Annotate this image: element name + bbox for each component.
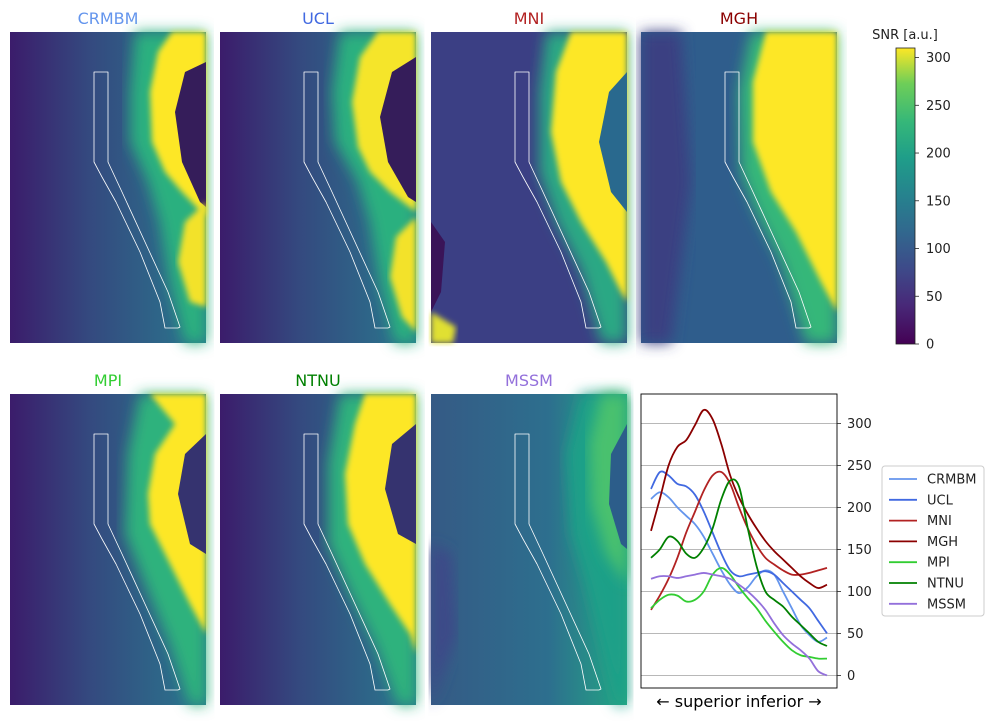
legend: CRMBM UCL MNI MGH MPI NTNU MSSM <box>881 465 985 617</box>
panel-title-ucl: UCL <box>302 9 334 28</box>
panel-mgh: MGH <box>641 9 837 343</box>
panel-title-crmbm: CRMBM <box>78 9 139 28</box>
panel-ntnu: NTNU <box>220 371 416 705</box>
chart-y-ticks: 0 50 100 150 200 250 300 <box>837 417 872 684</box>
panel-title-mgh: MGH <box>720 9 758 28</box>
panel-mssm: MSSM <box>431 371 627 705</box>
legend-label: MNI <box>927 514 952 529</box>
colorbar-tick-label: 200 <box>926 147 951 162</box>
y-tick-label: 200 <box>847 501 872 516</box>
colorbar-tick-label: 150 <box>926 194 951 209</box>
legend-label: CRMBM <box>927 473 976 488</box>
colorbar-label: SNR [a.u.] <box>872 28 938 43</box>
series-line-mgh <box>650 408 828 589</box>
legend-label: MSSM <box>927 597 966 612</box>
line-chart: 0 50 100 150 200 250 300 ← superior inferior → <box>640 393 872 711</box>
y-tick-label: 100 <box>847 585 872 600</box>
y-tick-label: 50 <box>847 627 864 642</box>
chart-frame <box>640 393 838 689</box>
series-line-crmbm <box>650 491 828 643</box>
series-line-ucl <box>650 470 828 634</box>
panel-ucl: UCL <box>220 9 416 343</box>
colorbar-ticks: 0 50 100 150 200 250 300 <box>915 51 951 353</box>
legend-label: MPI <box>927 556 950 571</box>
series-line-mssm <box>650 572 828 677</box>
colorbar-tick-label: 250 <box>926 99 951 114</box>
y-tick-label: 250 <box>847 459 872 474</box>
series-line-ntnu <box>650 478 828 647</box>
chart-lines <box>650 408 828 677</box>
colorbar-tick-label: 0 <box>926 338 934 353</box>
panel-mpi: MPI <box>10 371 206 705</box>
panel-title-mssm: MSSM <box>505 371 553 390</box>
legend-label: NTNU <box>927 577 964 592</box>
colorbar-tick-label: 100 <box>926 242 951 257</box>
legend-label: UCL <box>927 493 954 508</box>
colorbar-tick-label: 50 <box>926 290 943 305</box>
panel-title-mpi: MPI <box>94 371 122 390</box>
panel-title-ntnu: NTNU <box>295 371 340 390</box>
panel-title-mni: MNI <box>514 9 545 28</box>
legend-label: MGH <box>927 535 958 550</box>
colorbar-tick-label: 300 <box>926 51 951 66</box>
chart-x-label: ← superior inferior → <box>656 692 821 711</box>
panel-mni: MNI <box>431 9 627 343</box>
panel-crmbm: CRMBM <box>10 9 206 343</box>
colorbar: SNR [a.u.] 0 50 100 150 200 250 300 <box>872 28 951 353</box>
y-tick-label: 150 <box>847 543 872 558</box>
y-tick-label: 300 <box>847 417 872 432</box>
y-tick-label: 0 <box>847 669 855 684</box>
series-line-mpi <box>650 566 828 660</box>
